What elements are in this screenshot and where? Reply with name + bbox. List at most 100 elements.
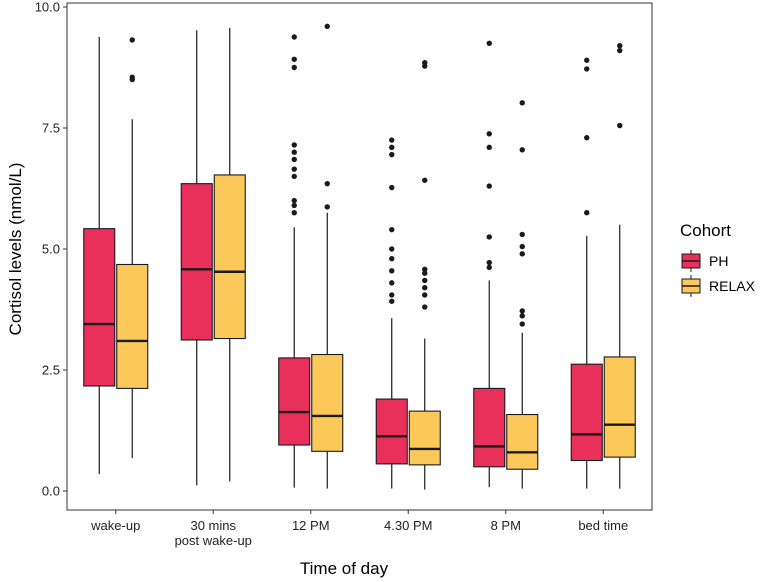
box-relax-4 [506,100,539,489]
iqr-box [180,183,213,341]
outlier-point [389,280,395,286]
legend-item-relax: RELAX [681,275,756,297]
series-relax [116,23,636,490]
outlier-point [519,321,525,327]
box-relax-5 [603,43,636,489]
outlier-point [422,285,428,291]
x-tick-label-line: 4.30 PM [384,518,432,533]
x-tick-label: wake-up [90,518,140,533]
x-tick-label: 12 PM [292,518,330,533]
outlier-point [422,177,428,183]
iqr-box [311,353,344,452]
outlier-point [389,184,395,191]
outlier-point [291,210,297,216]
outlier-point [291,166,297,172]
outlier-point [422,292,428,298]
legend-title: Cohort [680,221,731,240]
outlier-point [617,122,623,129]
x-tick-label-line: 8 PM [491,518,521,533]
x-tick-label-line: bed time [578,518,628,533]
iqr-box [213,174,246,340]
legend: Cohort PH RELAX [680,221,756,297]
outlier-point [129,37,135,43]
outlier-point [486,259,492,266]
x-tick-label: bed time [578,518,628,533]
x-tick-label: 4.30 PM [384,518,432,533]
y-tick-label: 7.5 [42,121,60,136]
iqr-box [506,413,539,470]
legend-item-ph: PH [681,250,728,272]
legend-label: PH [709,253,728,269]
iqr-box [570,363,603,462]
box-relax-3 [408,59,441,490]
legend-label: RELAX [709,278,756,294]
outlier-point [291,202,297,209]
outlier-point [486,144,492,151]
iqr-box [408,410,441,466]
outlier-point [422,270,428,276]
outlier-point [291,173,297,180]
box-ph-2 [278,34,311,488]
iqr-box [278,357,311,446]
outlier-point [324,23,330,30]
outlier-point [519,251,525,257]
outlier-point [584,210,590,216]
y-axis-title: Cortisol levels (nmol/L) [6,163,25,336]
x-tick-label: 30 mins post wake-up [175,518,252,548]
y-tick-label: 2.5 [42,363,60,378]
iqr-box [375,398,408,465]
y-tick-label: 10.0 [35,0,60,15]
outlier-point [389,151,395,158]
outlier-point [519,100,525,106]
outlier-point [486,234,492,240]
outlier-point [291,197,297,204]
outlier-point [389,137,395,143]
outlier-point [584,66,590,72]
outlier-point [291,64,297,71]
outlier-point [617,47,623,54]
plot-area [83,23,636,490]
panel-border [66,2,653,511]
outlier-point [486,40,492,46]
outlier-point [389,226,395,233]
x-tick-label-line: post wake-up [175,533,252,548]
box-ph-0 [83,37,116,475]
legend-items: PH RELAX [681,250,756,297]
box-ph-5 [570,57,603,489]
box-relax-2 [311,23,344,489]
outlier-point [422,277,428,284]
outlier-point [519,243,525,250]
iqr-box [83,228,116,387]
outlier-point [519,147,525,153]
outlier-point [584,57,590,63]
iqr-box [116,263,149,389]
iqr-box [473,387,506,468]
outlier-point [324,204,330,210]
outlier-point [486,131,492,137]
outlier-point [291,156,297,163]
outlier-point [519,313,525,319]
x-tick-label-line: wake-up [90,518,140,533]
outlier-point [389,246,395,252]
outlier-point [422,304,428,310]
x-tick-label-line: 30 mins [190,518,236,533]
outlier-point [486,264,492,271]
axes: 0.0 2.5 5.0 7.5 10.0 wake-up 30 mins post wake-… [35,0,653,548]
outlier-point [389,255,395,262]
outlier-point [291,56,297,62]
series-ph [83,30,603,489]
x-axis-title: Time of day [300,559,389,578]
y-tick-label: 0.0 [42,484,60,499]
outlier-point [422,59,428,66]
outlier-point [324,180,330,187]
iqr-box [603,356,636,458]
outlier-point [519,308,525,314]
y-tick-label: 5.0 [42,242,60,257]
outlier-point [291,34,297,40]
box-ph-3 [375,137,408,489]
outlier-point [389,298,395,304]
box-ph-4 [473,40,506,488]
outlier-point [291,142,297,148]
outlier-point [291,149,297,155]
